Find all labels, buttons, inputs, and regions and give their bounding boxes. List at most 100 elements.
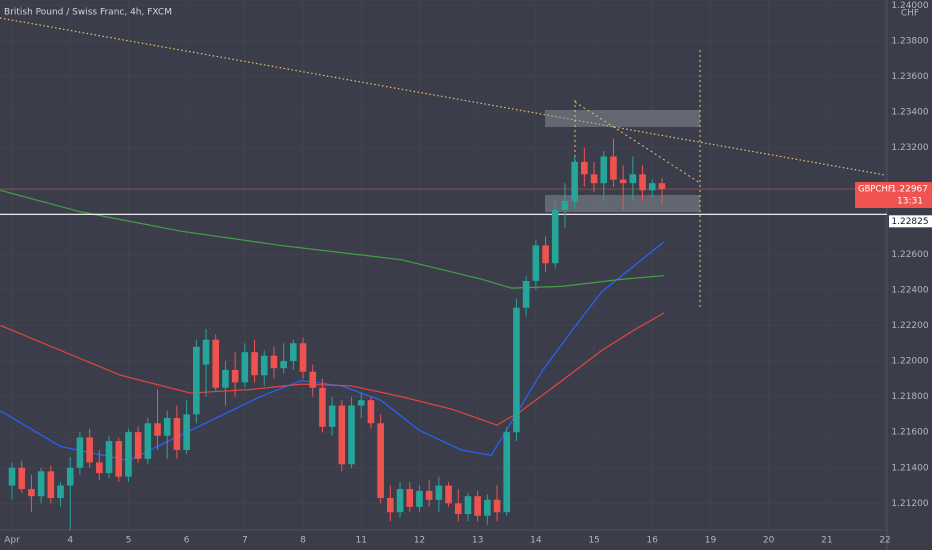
candle-body [202,339,210,365]
candle-body [328,405,336,427]
candle-body [416,490,423,507]
x-tick-label: 6 [184,536,190,546]
candle-body [231,369,239,383]
candle-body [493,499,501,513]
candle-body [183,414,190,450]
candle-body [251,352,258,376]
candle-body [522,281,530,308]
candle-body [193,346,200,415]
x-tick-label: 4 [67,536,73,546]
candle-body [241,352,249,383]
x-tick-label: 14 [530,536,542,546]
candle-body [406,489,414,507]
candle-body [96,462,103,474]
candle-body [639,174,646,191]
candle-body [86,437,93,463]
x-tick-label: 16 [647,536,659,546]
horizontal-line-tag [889,215,932,228]
y-tick-label: 1.21400 [891,463,928,473]
moving-average [0,189,664,289]
candle-body [513,307,520,433]
candle-body [357,400,365,406]
candle-body [299,343,307,372]
candle-body [581,161,588,175]
candle-body [270,355,278,369]
candle-body [396,489,404,513]
horizontal-line-label: 1.22825 [891,217,928,227]
y-tick-label: 1.21200 [891,499,928,509]
candle-body [76,437,84,468]
candle-body [348,405,355,465]
x-tick-label: 8 [300,536,306,546]
candle-body [561,200,569,210]
x-tick-label: 22 [879,536,890,546]
candle-body [610,156,617,180]
y-tick-label: 1.22200 [891,321,928,331]
candle-body [222,369,229,388]
candle-body [387,497,394,513]
last-price-label: 1.22967 [891,185,928,195]
candle-body [648,183,656,191]
candle-body [619,179,627,184]
candle-body [503,432,511,513]
candle-body [532,245,540,282]
candle-body [377,423,384,498]
candle-body [212,339,220,388]
trend-line [0,17,886,176]
candle-body [484,499,491,516]
y-tick-label: 1.23200 [891,143,928,153]
candle-body [425,490,433,500]
candle-body [551,209,559,264]
y-tick-label: 1.23400 [891,108,928,118]
zone-box [545,195,700,212]
candle-body [629,174,637,184]
candle-body [28,489,35,497]
chart-title: British Pound / Swiss Franc, 4h, FXCM [4,8,172,18]
symbol-label: GBPCHF [858,185,893,195]
candle-body [464,496,472,514]
candle-body [435,485,443,500]
candle-body [367,400,375,424]
moving-average [0,241,665,462]
candle-body [309,371,317,388]
zone-box [545,110,700,127]
candle-body [8,467,16,486]
candle-body [115,441,123,477]
y-tick-label: 1.22600 [891,250,928,260]
candle-body [319,387,326,427]
countdown-label: 13:31 [897,197,923,207]
candle-body [18,467,26,490]
candle-body [474,496,481,516]
y-tick-label: 1.22400 [891,285,928,295]
candle-body [154,423,161,436]
x-tick-label: 21 [821,536,832,546]
x-tick-label: 11 [356,536,367,546]
moving-average [0,312,665,426]
candle-body [125,432,132,477]
y-tick-label: 1.24000 [891,1,928,11]
candle-body [260,355,268,376]
candle-body [47,471,55,498]
candle-body [37,471,45,497]
x-tick-label: 19 [705,536,717,546]
y-tick-label: 1.23600 [891,72,928,82]
last-price-tag [855,182,932,209]
x-tick-label: 20 [763,536,775,546]
candle-body [338,405,346,465]
candle-body [542,245,549,264]
y-tick-label: 1.21800 [891,392,928,402]
y-tick-label: 1.23800 [891,36,928,46]
candle-body [571,161,578,201]
candle-body [590,174,598,184]
x-tick-label: 12 [414,536,425,546]
candle-body [600,156,608,184]
candle-body [445,485,452,504]
candle-body [290,343,297,362]
x-tick-label: 13 [472,536,483,546]
candle-body [163,417,171,436]
candle-body [134,432,142,459]
x-tick-label: Apr [4,536,20,546]
candle-body [280,361,287,369]
price-axis-bg [887,0,932,550]
